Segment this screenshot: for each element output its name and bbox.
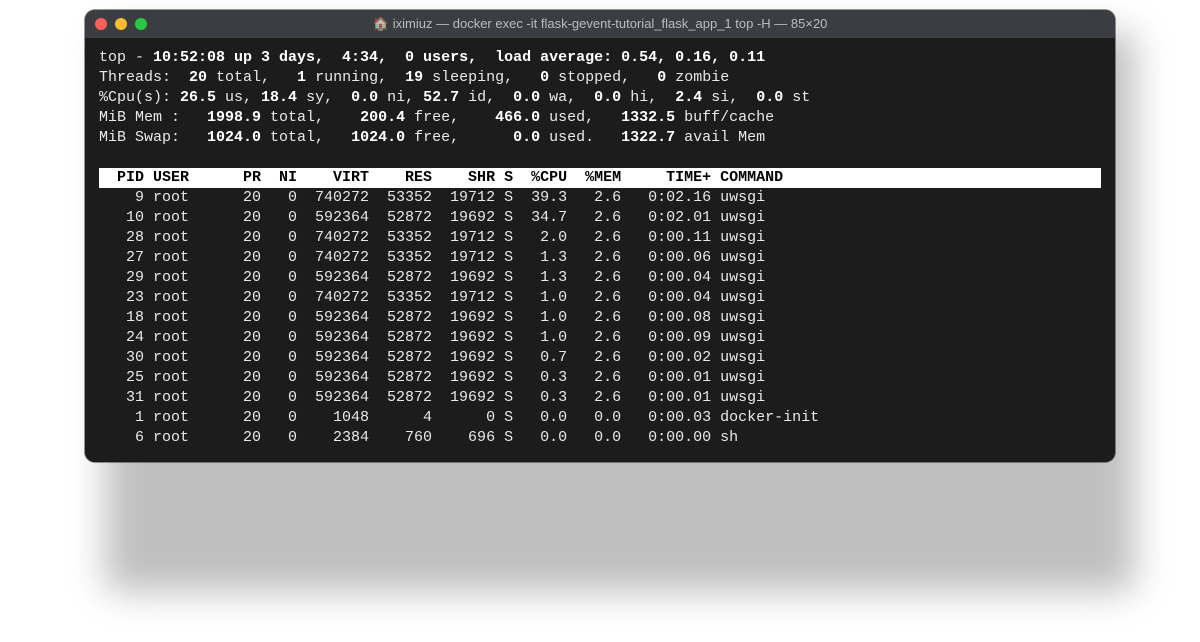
close-icon[interactable] — [95, 18, 107, 30]
window-title: 🏠 iximiuz — docker exec -it flask-gevent-… — [85, 16, 1115, 32]
summary-mem: MiB Mem : 1998.9 total, 200.4 free, 466.… — [99, 109, 774, 126]
summary-cpu: %Cpu(s): 26.5 us, 18.4 sy, 0.0 ni, 52.7 … — [99, 89, 810, 106]
window-title-text: iximiuz — docker exec -it flask-gevent-t… — [393, 16, 828, 31]
zoom-icon[interactable] — [135, 18, 147, 30]
home-icon: 🏠 — [373, 16, 389, 31]
minimize-icon[interactable] — [115, 18, 127, 30]
traffic-lights — [95, 18, 147, 30]
terminal-window: 🏠 iximiuz — docker exec -it flask-gevent-… — [85, 10, 1115, 462]
summary-line-1: top - 10:52:08 up 3 days, 4:34, 0 users,… — [99, 49, 765, 66]
titlebar: 🏠 iximiuz — docker exec -it flask-gevent-… — [85, 10, 1115, 38]
summary-swap: MiB Swap: 1024.0 total, 1024.0 free, 0.0… — [99, 129, 765, 146]
process-table: 9 root 20 0 740272 53352 19712 S 39.3 2.… — [99, 189, 819, 446]
summary-threads: Threads: 20 total, 1 running, 19 sleepin… — [99, 69, 729, 86]
terminal-content[interactable]: top - 10:52:08 up 3 days, 4:34, 0 users,… — [85, 38, 1115, 462]
table-header: PID USER PR NI VIRT RES SHR S %CPU %MEM … — [99, 168, 1101, 188]
